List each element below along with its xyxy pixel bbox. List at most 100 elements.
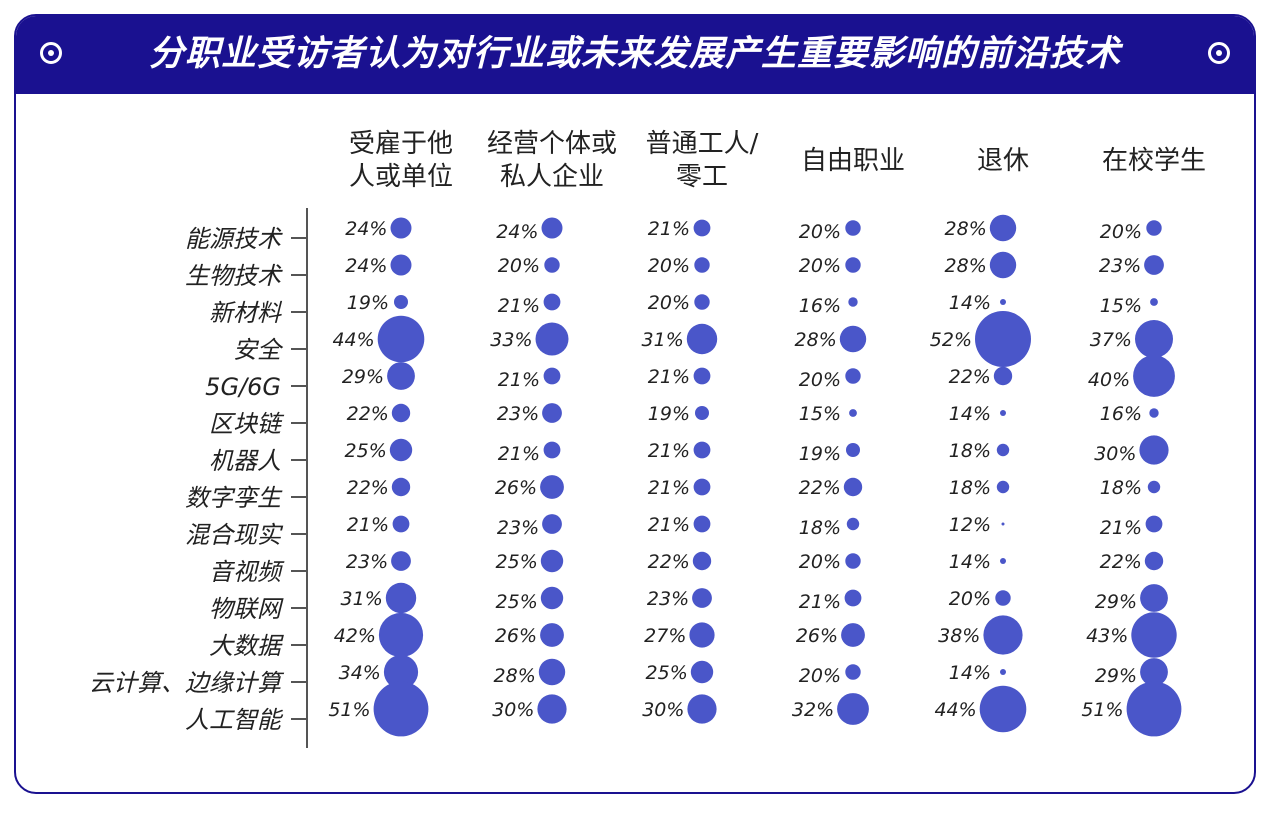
value-label: 20%: [949, 588, 991, 610]
bubble: [1140, 658, 1168, 686]
value-label: 24%: [345, 255, 387, 277]
value-label: 20%: [648, 292, 690, 314]
value-label: 14%: [949, 662, 991, 684]
target-icon-left: [40, 42, 62, 64]
bubble: [989, 214, 1017, 242]
bubble: [689, 622, 715, 648]
value-label: 23%: [497, 403, 539, 425]
bubble: [692, 551, 712, 571]
row-label: 云计算、边缘计算: [89, 669, 285, 697]
bubble: [390, 254, 412, 276]
bubble: [846, 443, 860, 457]
value-label: 20%: [799, 255, 841, 277]
bubble: [1144, 255, 1164, 275]
title-bar: 分职业受访者认为对行业或未来发展产生重要影响的前沿技术: [16, 16, 1254, 94]
bubble: [391, 403, 411, 423]
column-header: 自由职业: [801, 146, 905, 176]
value-label: 34%: [339, 662, 381, 684]
value-label: 30%: [1094, 443, 1136, 465]
row-label: 人工智能: [185, 706, 284, 734]
bubble: [1133, 355, 1175, 397]
bubble: [390, 217, 412, 239]
value-label: 18%: [799, 517, 841, 539]
value-label: 29%: [1095, 665, 1137, 687]
value-label: 20%: [799, 665, 841, 687]
bubble: [843, 477, 863, 497]
bubble: [378, 612, 424, 658]
bubble: [543, 367, 561, 385]
column-header: 退休: [977, 146, 1029, 176]
bubble: [1139, 435, 1169, 465]
row-label: 5G/6G: [205, 373, 281, 401]
column-header: 普通工人/: [646, 129, 759, 159]
column-header: 经营个体或: [487, 129, 617, 159]
value-label: 22%: [949, 366, 991, 388]
bubble: [538, 658, 566, 686]
value-label: 21%: [498, 369, 540, 391]
bubble: [845, 664, 861, 680]
bubble: [693, 478, 711, 496]
bubble: [387, 362, 415, 390]
value-label: 21%: [648, 440, 690, 462]
bubble: [848, 297, 858, 307]
bubble: [383, 654, 419, 690]
value-label: 21%: [498, 295, 540, 317]
row-label: 数字孪生: [185, 484, 283, 512]
row-label: 物联网: [209, 595, 284, 623]
bubble: [837, 693, 869, 725]
bubble: [839, 325, 867, 353]
value-label: 37%: [1090, 329, 1132, 351]
bubble: [693, 219, 711, 237]
column-header: 受雇于他: [349, 129, 453, 159]
column-header: 私人企业: [500, 162, 604, 192]
bubble: [541, 217, 563, 239]
bubble: [1000, 410, 1006, 416]
bubble: [845, 220, 861, 236]
row-label: 混合现实: [185, 521, 284, 549]
bubble: [394, 295, 408, 309]
value-label: 18%: [949, 477, 991, 499]
value-label: 30%: [492, 699, 534, 721]
bubble: [694, 294, 710, 310]
bubble: [535, 322, 569, 356]
value-label: 20%: [799, 221, 841, 243]
bubble: [1145, 515, 1163, 533]
value-label: 20%: [799, 551, 841, 573]
value-label: 20%: [498, 255, 540, 277]
value-label: 28%: [494, 665, 536, 687]
bubble: [849, 409, 857, 417]
value-label: 15%: [1100, 295, 1142, 317]
row-label: 大数据: [209, 632, 284, 660]
column-header: 在校学生: [1102, 146, 1206, 176]
bubble: [542, 514, 562, 534]
value-label: 31%: [341, 588, 383, 610]
bubble: [693, 367, 711, 385]
bubble: [391, 477, 411, 497]
value-label: 33%: [490, 329, 532, 351]
value-label: 21%: [648, 366, 690, 388]
value-label: 43%: [1086, 625, 1128, 647]
bubble: [543, 293, 561, 311]
value-label: 23%: [1099, 255, 1141, 277]
column-header: 零工: [676, 162, 728, 192]
value-label: 22%: [347, 403, 389, 425]
bubble: [693, 441, 711, 459]
bubble: [392, 515, 410, 533]
bubble: [1135, 320, 1173, 358]
row-label: 区块链: [209, 410, 285, 438]
row-label: 音视频: [209, 558, 285, 586]
value-label: 44%: [332, 329, 374, 351]
bubble: [540, 475, 564, 499]
value-label: 29%: [1095, 591, 1137, 613]
value-label: 25%: [496, 591, 538, 613]
value-label: 38%: [938, 625, 980, 647]
bubble: [540, 549, 564, 573]
row-label: 能源技术: [185, 225, 283, 253]
value-label: 22%: [648, 551, 690, 573]
value-label: 14%: [949, 403, 991, 425]
value-label: 12%: [949, 514, 991, 536]
bubble: [1140, 584, 1168, 612]
bubble: [841, 623, 865, 647]
row-label: 生物技术: [185, 262, 283, 290]
value-label: 24%: [345, 218, 387, 240]
